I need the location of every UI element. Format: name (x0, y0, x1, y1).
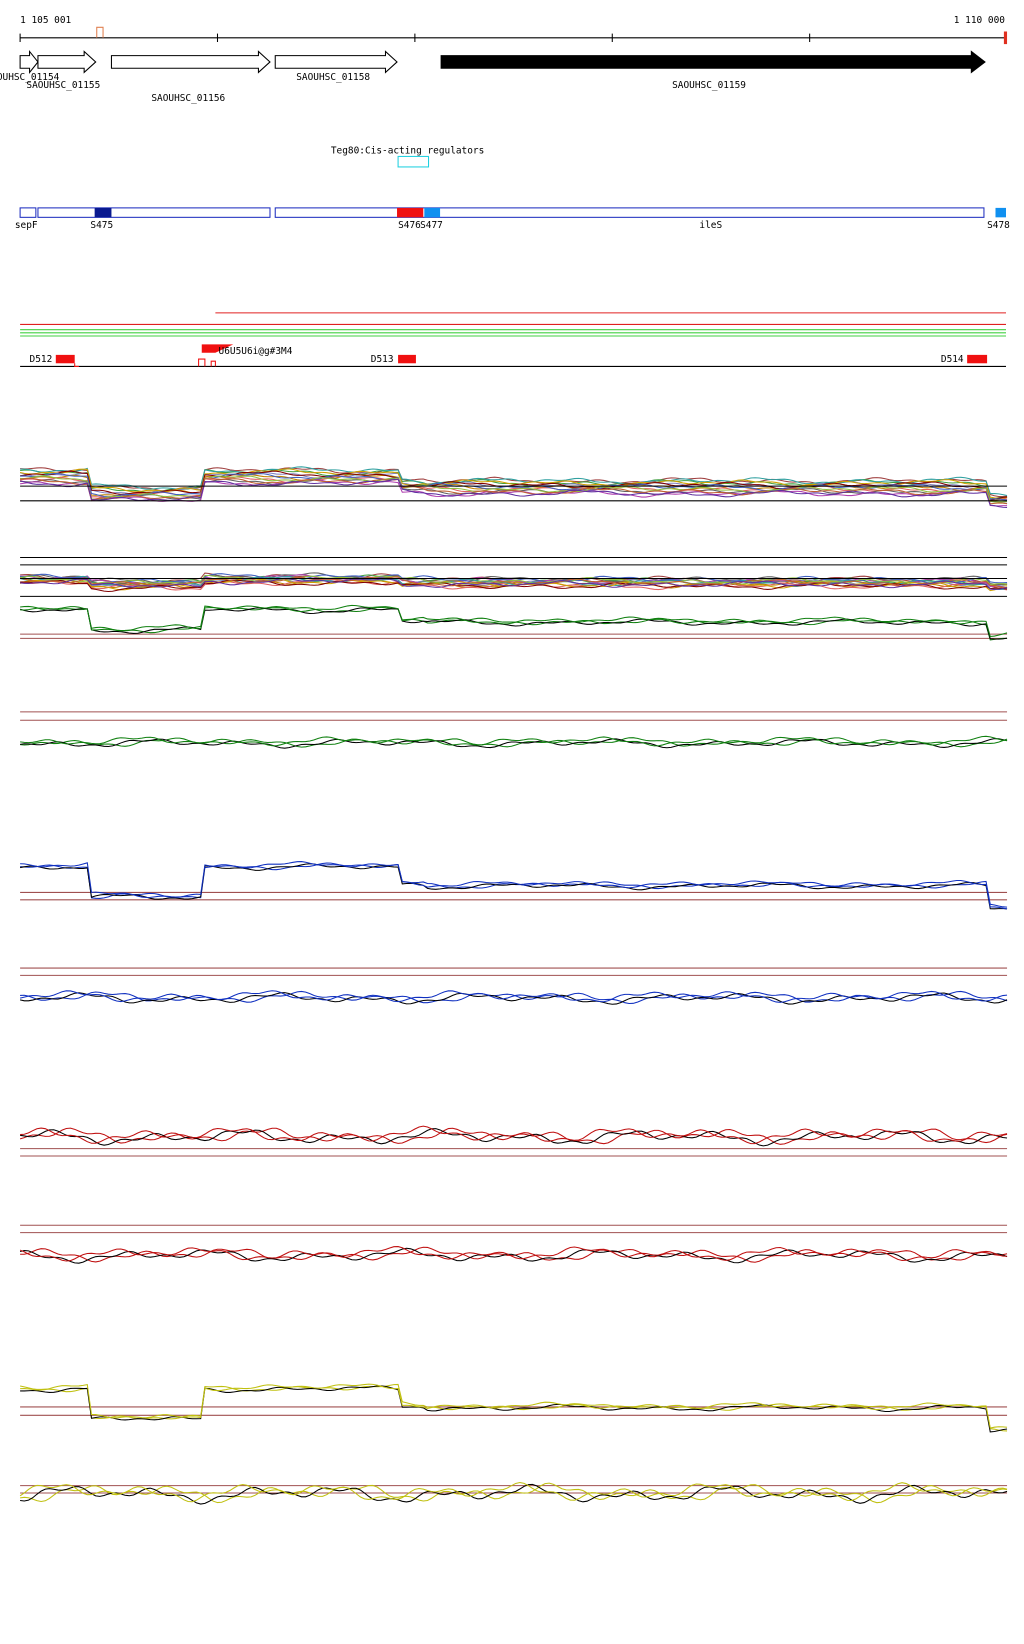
trace (19, 990, 1008, 1003)
trace (20, 472, 1008, 501)
segment-label: D513 (371, 354, 394, 365)
trace (20, 735, 1008, 747)
marker (96, 26, 104, 38)
trace (20, 1482, 1008, 1504)
feature (995, 207, 1006, 218)
trace (20, 862, 1008, 908)
trace (20, 861, 1008, 910)
feature-label: S478 (987, 220, 1010, 231)
segment-label: D512 (30, 354, 53, 365)
expression-tracks (19, 466, 1008, 1505)
trace (19, 1247, 1008, 1264)
gene-label: SAOUHSC_01154 (0, 72, 60, 83)
segment (201, 344, 234, 353)
gene-label: SAOUHSC_01155 (26, 80, 100, 91)
trace (19, 1127, 1008, 1145)
gene-arrows (19, 49, 986, 74)
trace (20, 1385, 1008, 1433)
trace (20, 470, 1008, 501)
gene-label: SAOUHSC_01158 (296, 72, 370, 83)
trace (20, 478, 1008, 508)
segment (398, 354, 416, 364)
trace (20, 577, 1008, 590)
feature-boxes (19, 207, 985, 218)
trace (19, 1481, 1008, 1503)
trace (20, 737, 1008, 748)
trace (20, 475, 1008, 503)
feature-label: S475 (90, 220, 113, 231)
regulator-label: Teg80:Cis-acting regulators (331, 145, 484, 156)
trace (20, 990, 1008, 1005)
feature-label: S476 (398, 220, 421, 231)
gene-label: SAOUHSC_01159 (672, 80, 746, 91)
segment-lines (20, 312, 1006, 367)
trace (20, 1125, 1008, 1145)
trace (20, 1383, 1008, 1429)
regulator-box (397, 155, 430, 168)
trace (20, 605, 1008, 641)
ruler-start: 1 105 001 (20, 15, 71, 26)
overlap-label: U6U5U6i@g#3M4 (219, 346, 293, 357)
feature (94, 207, 112, 218)
segment (74, 358, 216, 367)
segment (967, 354, 988, 364)
trace (20, 1128, 1008, 1147)
trace (19, 1246, 1008, 1262)
ruler-end: 1 110 000 (954, 15, 1005, 26)
trace (20, 863, 1008, 910)
feature-label: sepF (15, 220, 38, 231)
trace (20, 1483, 1008, 1505)
trace (19, 468, 1008, 499)
marker (1003, 31, 1008, 45)
ruler-ticks (19, 33, 811, 42)
segment-label: D514 (941, 354, 964, 365)
feature (397, 207, 424, 218)
segment (55, 354, 75, 364)
feature (424, 207, 441, 218)
trace (20, 604, 1008, 638)
trace (20, 475, 1008, 501)
gene-label: SAOUHSC_01156 (151, 93, 225, 104)
feature-label: S477 (420, 220, 443, 231)
trace (20, 738, 1008, 749)
trace (19, 607, 1008, 640)
feature-label: ileS (699, 220, 722, 231)
